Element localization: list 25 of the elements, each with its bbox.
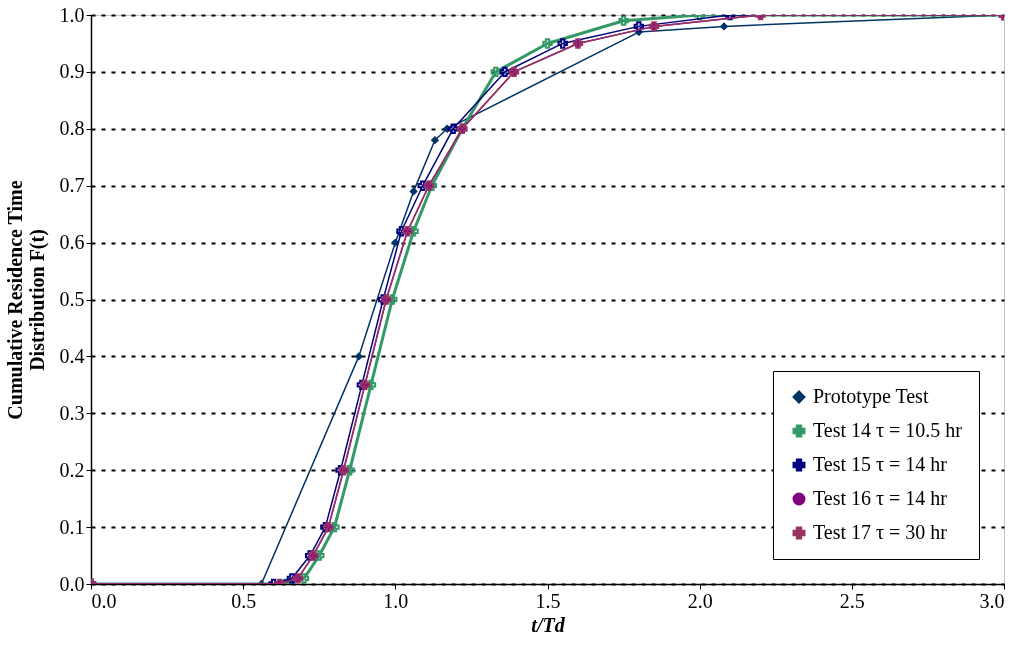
x-tick-label: 1.0 [383,589,409,612]
x-tick-label: 1.5 [535,589,561,612]
y-tick-label: 0.4 [59,344,85,367]
x-axis-title: t/Td [531,613,566,636]
y-tick-label: 0.9 [59,60,85,83]
y-tick-label: 0.7 [59,174,85,197]
y-tick-label: 0.0 [59,572,85,595]
x-tick-label: 0.5 [231,589,257,612]
x-tick-label: 2.0 [687,589,713,612]
y-axis-title: Cumulative Residence Time Distribution F(t) [3,180,49,420]
y-tick-label: 0.5 [59,288,85,310]
legend-label: Test 14 τ = 10.5 hr [813,419,963,441]
legend-label: Test 16 τ = 14 hr [813,487,948,509]
x-tick-label: 2.5 [839,589,865,612]
y-tick-label: 0.6 [59,231,85,254]
x-tick-label: 0.0 [91,589,117,612]
y-tick-label: 1.0 [59,3,85,26]
y-tick-label: 0.1 [59,515,85,538]
legend-label: Prototype Test [813,385,929,408]
y-tick-label: 0.8 [59,117,85,140]
legend-label: Test 17 τ = 30 hr [813,521,948,543]
legend-label: Test 15 τ = 14 hr [813,453,948,475]
x-tick-label: 3.0 [979,589,1005,612]
y-tick-label: 0.2 [59,458,85,481]
y-tick-label: 0.3 [59,401,85,424]
